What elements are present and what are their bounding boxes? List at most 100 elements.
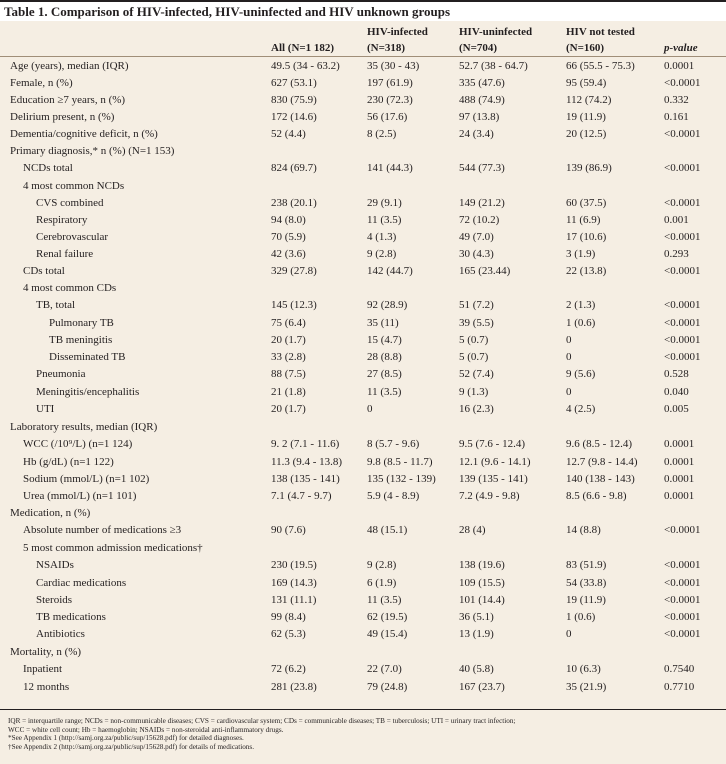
cell-hiv-infected: 11 (3.5) bbox=[367, 594, 402, 606]
cell-p-value: 0.005 bbox=[664, 403, 689, 415]
table-row: NSAIDs 230 (19.5) 9 (2.8) 138 (19.6) 83 (51.… bbox=[0, 557, 726, 575]
cell-hiv-infected: 8 (5.7 - 9.6) bbox=[367, 438, 420, 450]
cell-hiv-not-tested: 95 (59.4) bbox=[566, 77, 607, 89]
cell-p-value: 0.332 bbox=[664, 94, 689, 106]
row-label: Cerebrovascular bbox=[36, 231, 109, 243]
cell-hiv-infected: 8 (2.5) bbox=[367, 128, 397, 140]
table-row: Cardiac medications 169 (14.3) 6 (1.9) 109 … bbox=[0, 575, 726, 592]
cell-all: 145 (12.3) bbox=[271, 299, 317, 311]
table-row: 12 months 281 (23.8) 79 (24.8) 167 (23.7) 35… bbox=[0, 679, 726, 696]
table-row: Delirium present, n (%) 172 (14.6) 56 (17.… bbox=[0, 109, 726, 126]
row-label: Urea (mmol/L) (n=1 101) bbox=[23, 490, 137, 502]
row-label: Medication, n (%) bbox=[10, 507, 91, 519]
row-label: Meningitis/encephalitis bbox=[36, 386, 140, 398]
cell-hiv-infected: 49 (15.4) bbox=[367, 628, 408, 640]
cell-all: 238 (20.1) bbox=[271, 197, 317, 209]
row-label: 12 months bbox=[23, 681, 70, 693]
cell-p-value: 0.161 bbox=[664, 111, 689, 123]
table-row: CVS combined 238 (20.1) 29 (9.1) 149 (21.2)… bbox=[0, 195, 726, 212]
row-label: Laboratory results, median (IQR) bbox=[10, 421, 158, 433]
cell-all: 20 (1.7) bbox=[271, 403, 306, 415]
cell-all: 42 (3.6) bbox=[271, 248, 306, 260]
row-label: 5 most common admission medications† bbox=[23, 542, 203, 554]
cell-hiv-uninfected: 165 (23.44) bbox=[459, 265, 511, 277]
table-row: Renal failure 42 (3.6) 9 (2.8) 30 (4.3) 3 (1… bbox=[0, 246, 726, 263]
cell-hiv-uninfected: 7.2 (4.9 - 9.8) bbox=[459, 490, 520, 502]
table-row: Disseminated TB 33 (2.8) 28 (8.8) 5 (0.7) 0 <… bbox=[0, 349, 726, 366]
cell-all: 75 (6.4) bbox=[271, 317, 306, 329]
table-row: WCC (/10⁹/L) (n=1 124) 9. 2 (7.1 - 11.6) 8… bbox=[0, 436, 726, 454]
table-row: NCDs total 824 (69.7) 141 (44.3) 544 (77.3)… bbox=[0, 160, 726, 178]
row-label: TB, total bbox=[36, 299, 76, 311]
cell-p-value: <0.0001 bbox=[664, 77, 701, 89]
table-header: All (N=1 182) HIV-infected (N=318) HIV-u… bbox=[0, 21, 726, 57]
cell-hiv-infected: 79 (24.8) bbox=[367, 681, 408, 693]
cell-p-value: <0.0001 bbox=[664, 577, 701, 589]
row-label: Dementia/cognitive deficit, n (%) bbox=[10, 128, 158, 140]
cell-hiv-infected: 141 (44.3) bbox=[367, 162, 413, 174]
cell-hiv-uninfected: 101 (14.4) bbox=[459, 594, 505, 606]
row-label: Disseminated TB bbox=[49, 351, 126, 363]
cell-p-value: <0.0001 bbox=[664, 524, 701, 536]
cell-hiv-infected: 92 (28.9) bbox=[367, 299, 408, 311]
cell-hiv-uninfected: 5 (0.7) bbox=[459, 334, 489, 346]
cell-hiv-infected: 35 (11) bbox=[367, 317, 399, 329]
row-label: Delirium present, n (%) bbox=[10, 111, 115, 123]
cell-p-value: 0.040 bbox=[664, 386, 689, 398]
cell-all: 99 (8.4) bbox=[271, 611, 306, 623]
cell-all: 329 (27.8) bbox=[271, 265, 317, 277]
row-label: Steroids bbox=[36, 594, 73, 606]
cell-hiv-uninfected: 139 (135 - 141) bbox=[459, 473, 528, 485]
table-row: Female, n (%) 627 (53.1) 197 (61.9) 335 (47… bbox=[0, 75, 726, 92]
cell-hiv-uninfected: 49 (7.0) bbox=[459, 231, 494, 243]
footnote-appendix-2: †See Appendix 2 (http://samj.org.za/publ… bbox=[8, 742, 254, 751]
cell-hiv-infected: 22 (7.0) bbox=[367, 663, 402, 675]
header-all: All (N=1 182) bbox=[271, 42, 335, 54]
table-row: TB medications 99 (8.4) 62 (19.5) 36 (5.1) 1… bbox=[0, 609, 726, 626]
cell-p-value: <0.0001 bbox=[664, 317, 701, 329]
cell-hiv-uninfected: 9.5 (7.6 - 12.4) bbox=[459, 438, 525, 450]
cell-hiv-not-tested: 22 (13.8) bbox=[566, 265, 607, 277]
cell-hiv-not-tested: 11 (6.9) bbox=[566, 214, 601, 226]
cell-hiv-not-tested: 12.7 (9.8 - 14.4) bbox=[566, 456, 638, 468]
cell-hiv-not-tested: 66 (55.5 - 75.3) bbox=[566, 60, 635, 72]
cell-all: 11.3 (9.4 - 13.8) bbox=[271, 456, 343, 468]
cell-hiv-uninfected: 36 (5.1) bbox=[459, 611, 494, 623]
cell-hiv-uninfected: 12.1 (9.6 - 14.1) bbox=[459, 456, 531, 468]
cell-hiv-uninfected: 28 (4) bbox=[459, 524, 486, 536]
cell-hiv-not-tested: 10 (6.3) bbox=[566, 663, 601, 675]
row-label: Antibiotics bbox=[36, 628, 85, 640]
cell-hiv-not-tested: 17 (10.6) bbox=[566, 231, 607, 243]
cell-hiv-not-tested: 9 (5.6) bbox=[566, 368, 596, 380]
cell-hiv-uninfected: 335 (47.6) bbox=[459, 77, 505, 89]
cell-all: 62 (5.3) bbox=[271, 628, 306, 640]
cell-all: 20 (1.7) bbox=[271, 334, 306, 346]
cell-hiv-uninfected: 138 (19.6) bbox=[459, 559, 505, 571]
cell-hiv-uninfected: 30 (4.3) bbox=[459, 248, 494, 260]
table-row: Primary diagnosis,* n (%) (N=1 153) bbox=[0, 143, 726, 160]
cell-p-value: 0.0001 bbox=[664, 60, 695, 72]
cell-hiv-not-tested: 3 (1.9) bbox=[566, 248, 596, 260]
header-hiv-infected: HIV-infected bbox=[367, 26, 428, 38]
cell-hiv-uninfected: 72 (10.2) bbox=[459, 214, 500, 226]
row-label: NSAIDs bbox=[36, 559, 74, 571]
row-label: Female, n (%) bbox=[10, 77, 73, 89]
cell-hiv-not-tested: 2 (1.3) bbox=[566, 299, 596, 311]
cell-hiv-infected: 11 (3.5) bbox=[367, 214, 402, 226]
cell-hiv-infected: 230 (72.3) bbox=[367, 94, 413, 106]
table-row: TB meningitis 20 (1.7) 15 (4.7) 5 (0.7) 0 <0.… bbox=[0, 332, 726, 349]
cell-all: 94 (8.0) bbox=[271, 214, 306, 226]
row-label: Respiratory bbox=[36, 214, 88, 226]
table-row: UTI 20 (1.7) 0 16 (2.3) 4 (2.5) 0.005 bbox=[0, 401, 726, 419]
table-bottom-rule bbox=[0, 709, 726, 710]
table-row: Absolute number of medications ≥3 90 (7.6… bbox=[0, 522, 726, 540]
cell-p-value: 0.0001 bbox=[664, 473, 695, 485]
cell-hiv-infected: 15 (4.7) bbox=[367, 334, 402, 346]
cell-hiv-infected: 4 (1.3) bbox=[367, 231, 397, 243]
cell-hiv-uninfected: 9 (1.3) bbox=[459, 386, 489, 398]
cell-hiv-uninfected: 488 (74.9) bbox=[459, 94, 505, 106]
cell-all: 21 (1.8) bbox=[271, 386, 306, 398]
table-row: Age (years), median (IQR) 49.5 (34 - 63.2… bbox=[0, 58, 726, 75]
cell-all: 169 (14.3) bbox=[271, 577, 317, 589]
footnote-appendix-1: *See Appendix 1 (http://samj.org.za/publ… bbox=[8, 734, 244, 743]
